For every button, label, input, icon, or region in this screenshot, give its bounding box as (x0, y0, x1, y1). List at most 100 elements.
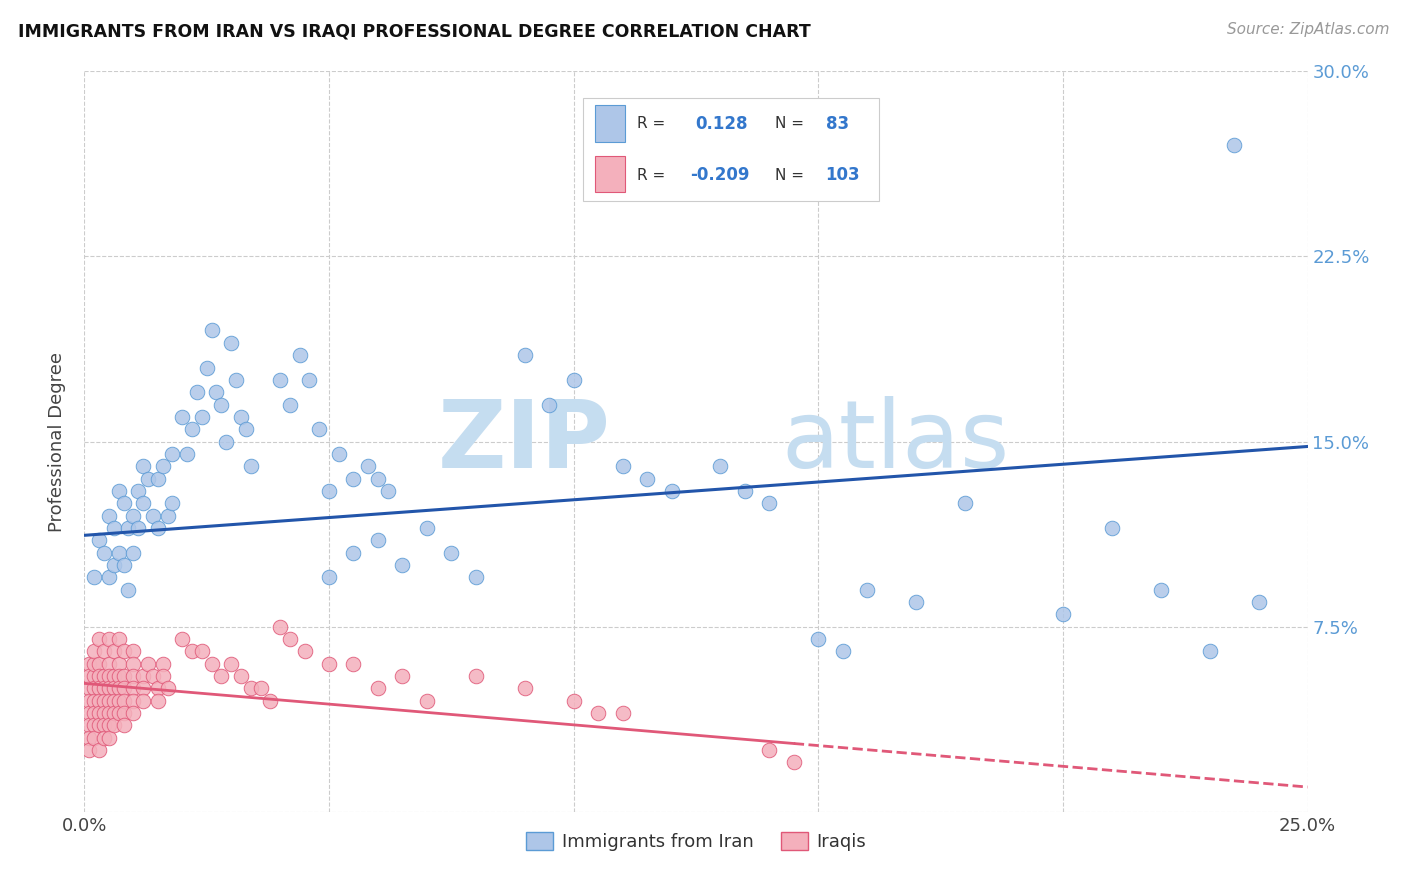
Point (83, 731, 105, 745)
Point (122, 669, 145, 683)
Point (136, 657, 159, 671)
Point (93, 669, 115, 683)
Point (562, 373, 585, 387)
Point (172, 632, 194, 646)
Text: N =: N = (776, 116, 804, 131)
Point (162, 447, 184, 461)
Point (103, 706, 125, 720)
Point (176, 447, 198, 461)
Point (905, 595, 928, 609)
Point (259, 694, 281, 708)
Point (191, 644, 214, 658)
Point (97, 570, 120, 584)
Text: -0.209: -0.209 (690, 166, 749, 184)
Bar (595, 155, 624, 193)
Point (156, 681, 179, 696)
Point (734, 483, 756, 498)
Point (1101, 521, 1123, 535)
Point (391, 669, 413, 683)
Point (93, 718, 115, 732)
Text: 103: 103 (825, 166, 860, 184)
Point (377, 483, 399, 498)
Point (209, 398, 232, 412)
Point (77, 694, 100, 708)
Point (132, 459, 155, 474)
Point (83, 694, 105, 708)
Point (586, 706, 609, 720)
Point (97, 632, 120, 646)
Point (87, 657, 110, 671)
Point (172, 409, 194, 424)
Point (93, 706, 115, 720)
Point (181, 422, 204, 436)
Point (191, 409, 214, 424)
Point (464, 669, 486, 683)
Point (1150, 582, 1173, 597)
Point (342, 657, 364, 671)
Point (93, 681, 115, 696)
Point (97, 731, 120, 745)
Point (107, 694, 129, 708)
Point (342, 546, 364, 560)
Point (195, 360, 218, 375)
Point (186, 385, 208, 400)
Point (298, 373, 321, 387)
Point (200, 324, 222, 338)
Point (219, 335, 242, 350)
Point (142, 669, 165, 683)
Point (464, 570, 486, 584)
FancyBboxPatch shape (583, 98, 879, 201)
Point (132, 496, 155, 510)
Point (136, 471, 159, 485)
Point (107, 657, 129, 671)
Point (107, 483, 129, 498)
Point (93, 546, 115, 560)
Point (288, 348, 311, 362)
Point (391, 558, 413, 572)
Point (162, 496, 184, 510)
Point (513, 681, 536, 696)
Point (87, 706, 110, 720)
Point (132, 681, 155, 696)
Point (122, 706, 145, 720)
Point (132, 669, 155, 683)
Point (612, 706, 634, 720)
Point (83, 570, 105, 584)
Point (328, 447, 350, 461)
Point (235, 422, 257, 436)
Point (612, 459, 634, 474)
Point (112, 681, 135, 696)
Point (661, 483, 683, 498)
Point (278, 398, 301, 412)
Point (97, 706, 120, 720)
Point (77, 731, 100, 745)
Point (77, 743, 100, 757)
Text: ZIP: ZIP (437, 395, 610, 488)
Text: R =: R = (637, 168, 665, 183)
Point (225, 373, 247, 387)
Point (513, 348, 536, 362)
Point (538, 398, 561, 412)
Point (103, 718, 125, 732)
Point (112, 706, 135, 720)
Point (239, 459, 262, 474)
Point (308, 422, 330, 436)
Point (318, 570, 340, 584)
Point (77, 657, 100, 671)
Point (103, 669, 125, 683)
Point (156, 508, 179, 523)
Point (357, 459, 380, 474)
Point (77, 669, 100, 683)
Text: R =: R = (637, 116, 665, 131)
Text: Source: ZipAtlas.com: Source: ZipAtlas.com (1226, 22, 1389, 37)
Point (318, 657, 340, 671)
Text: N =: N = (776, 168, 804, 183)
Point (112, 558, 135, 572)
Point (83, 681, 105, 696)
Point (107, 546, 129, 560)
Point (93, 731, 115, 745)
Point (367, 471, 389, 485)
Point (783, 756, 806, 770)
Point (229, 669, 252, 683)
Point (146, 681, 169, 696)
